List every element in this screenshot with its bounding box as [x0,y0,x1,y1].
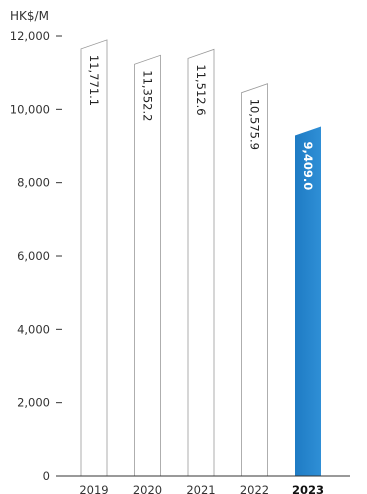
data-label-2019: 11,771.1 [87,55,101,106]
y-axis: 0 2,000 4,000 6,000 8,000 10,000 12,000 [10,29,62,483]
y-tick-label: 10,000 [10,102,50,116]
x-axis: 2019 2020 2021 2022 2023 [79,483,324,494]
bars: 11,771.1 11,352.2 11,512.6 10,575.9 9,409.0 [80,39,321,477]
y-tick-label: 0 [43,469,50,483]
y-tick-label: 2,000 [17,396,50,410]
x-tick-label-2020: 2020 [133,483,162,494]
data-label-2022: 10,575.9 [248,99,262,150]
y-tick-label: 4,000 [17,322,50,336]
y-tick-label: 12,000 [10,29,50,43]
y-tick-label: 8,000 [17,176,50,190]
unit-label: HK$/M [10,9,49,23]
bar-2023 [295,126,321,477]
data-label-2023: 9,409.0 [301,142,315,191]
x-tick-label-2019: 2019 [79,483,108,494]
x-tick-label-2022: 2022 [240,483,269,494]
data-label-2020: 11,352.2 [141,70,155,121]
x-tick-label-2021: 2021 [186,483,215,494]
x-tick-label-2023: 2023 [292,483,324,494]
y-tick-label: 6,000 [17,249,50,263]
data-label-2021: 11,512.6 [194,64,208,115]
